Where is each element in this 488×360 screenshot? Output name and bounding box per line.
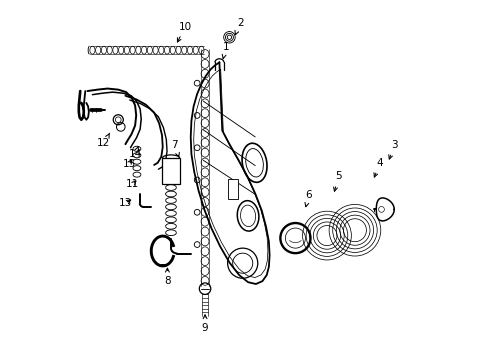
Text: 4: 4	[373, 158, 383, 177]
Text: 11: 11	[126, 179, 139, 189]
Bar	[162, 158, 179, 184]
Text: 5: 5	[333, 171, 341, 191]
Text: 2: 2	[235, 18, 243, 35]
Text: 15: 15	[122, 159, 135, 169]
Text: 13: 13	[119, 198, 132, 208]
Text: 14: 14	[128, 147, 142, 159]
Text: 6: 6	[305, 190, 312, 207]
Text: 3: 3	[388, 140, 397, 159]
Text: 1: 1	[222, 42, 229, 59]
Text: 12: 12	[97, 133, 110, 148]
Text: 10: 10	[177, 22, 191, 42]
Text: 8: 8	[164, 268, 170, 286]
Text: 9: 9	[202, 315, 208, 333]
Text: 7: 7	[171, 140, 179, 157]
Bar	[228, 179, 238, 199]
